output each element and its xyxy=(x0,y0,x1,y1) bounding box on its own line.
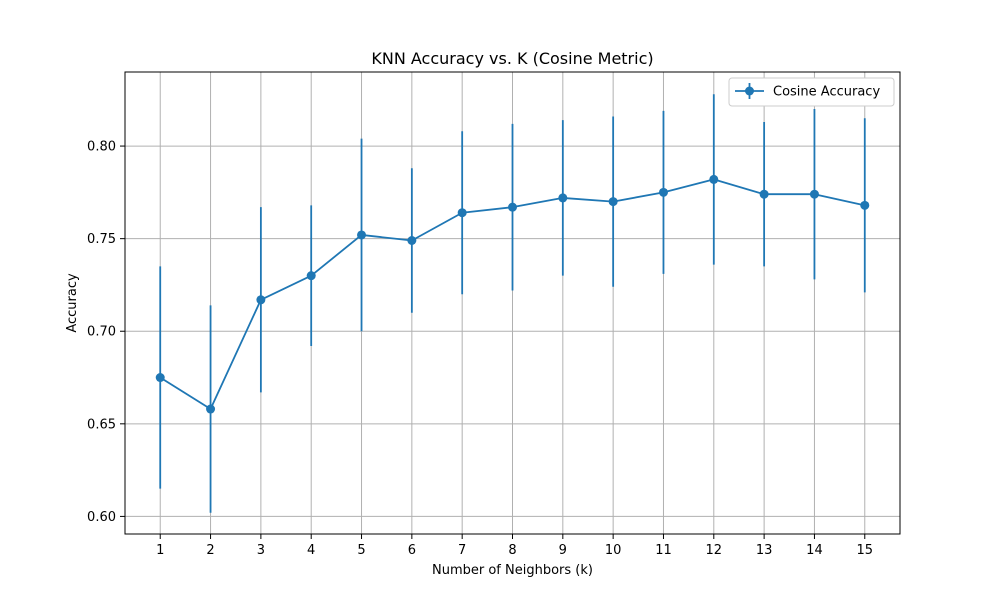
y-tick-label: 0.80 xyxy=(87,140,116,155)
data-point xyxy=(709,174,719,184)
data-point xyxy=(608,197,618,207)
data-point xyxy=(759,189,769,199)
data-point xyxy=(558,193,568,203)
x-tick-label: 3 xyxy=(257,543,265,558)
data-point xyxy=(809,189,819,199)
x-tick-label: 8 xyxy=(508,543,516,558)
y-tick-label: 0.70 xyxy=(87,325,116,340)
data-point xyxy=(407,236,417,246)
legend: Cosine Accuracy xyxy=(728,77,895,107)
data-point xyxy=(357,230,367,240)
x-tick-label: 5 xyxy=(357,543,365,558)
x-tick-label: 9 xyxy=(559,543,567,558)
x-tick-label: 15 xyxy=(856,543,873,558)
data-point xyxy=(658,187,668,197)
x-tick-label: 1 xyxy=(156,543,164,558)
x-tick-label: 13 xyxy=(756,543,773,558)
x-tick-label: 2 xyxy=(206,543,214,558)
data-point xyxy=(256,295,266,305)
legend-box xyxy=(728,77,895,107)
legend-marker-swatch xyxy=(745,86,754,96)
x-tick-label: 6 xyxy=(408,543,416,558)
x-tick-label: 12 xyxy=(706,543,723,558)
y-tick-label: 0.75 xyxy=(87,232,116,247)
x-tick-label: 11 xyxy=(655,543,672,558)
data-point xyxy=(457,208,467,218)
data-point xyxy=(860,200,870,210)
data-point xyxy=(508,202,517,212)
y-tick-label: 0.60 xyxy=(87,510,116,525)
y-axis-ticks: 0.60 0.65 0.70 0.75 0.80 xyxy=(87,140,125,525)
chart-title: KNN Accuracy vs. K (Cosine Metric) xyxy=(371,49,653,68)
y-tick-label: 0.65 xyxy=(87,417,116,432)
x-tick-label: 4 xyxy=(307,543,315,558)
x-axis-label: Number of Neighbors (k) xyxy=(432,563,593,578)
x-tick-label: 10 xyxy=(605,543,622,558)
series-markers xyxy=(155,174,870,414)
data-point xyxy=(206,404,216,414)
data-point xyxy=(155,373,165,383)
y-axis-label: Accuracy xyxy=(65,273,80,333)
x-axis-ticks: 1 2 3 4 5 6 7 8 9 10 11 12 13 14 15 xyxy=(156,534,873,558)
x-tick-label: 14 xyxy=(806,543,823,558)
data-point xyxy=(306,271,316,281)
x-tick-label: 7 xyxy=(458,543,466,558)
legend-label: Cosine Accuracy xyxy=(773,85,880,100)
